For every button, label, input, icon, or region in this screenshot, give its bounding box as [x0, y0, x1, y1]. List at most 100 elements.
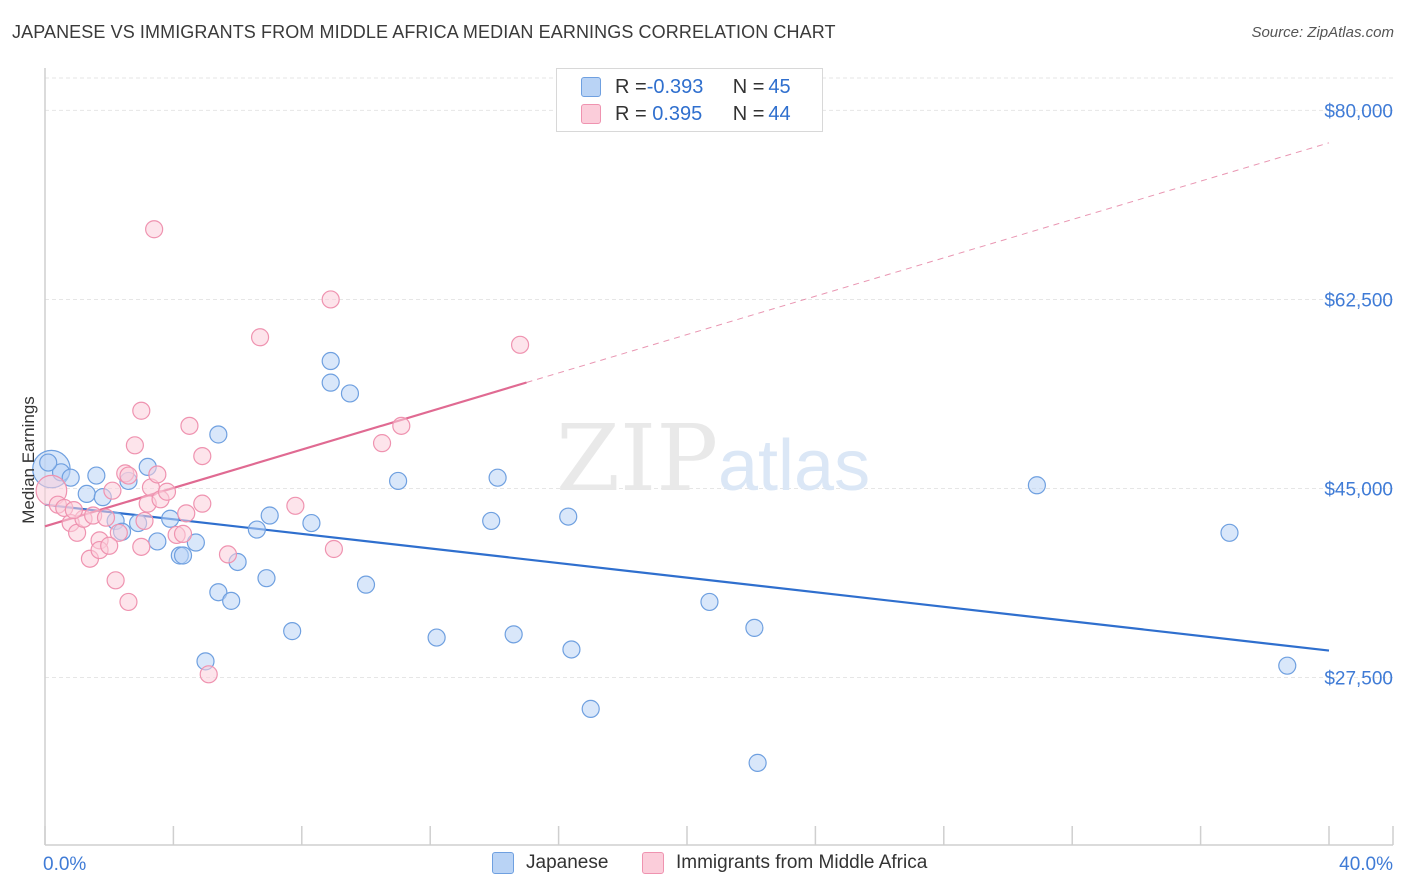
data-point-japanese [321, 373, 340, 392]
trend-line-japanese [44, 503, 1330, 652]
chart-title: JAPANESE VS IMMIGRANTS FROM MIDDLE AFRIC… [12, 22, 836, 42]
data-point-japanese [504, 625, 523, 644]
data-point-japanese [488, 468, 507, 487]
legend-swatch-immigrants [581, 104, 601, 124]
legend-swatch-japanese [581, 77, 601, 97]
data-point-immigrants [100, 536, 119, 555]
y-axis-label: Median Earnings [19, 396, 38, 524]
data-point-japanese [1220, 523, 1239, 542]
legend-n-label: N = [732, 75, 765, 98]
data-point-japanese [356, 575, 376, 594]
data-point-japanese [209, 425, 228, 444]
legend-n-value: 44 [768, 102, 791, 125]
data-point-immigrants [125, 436, 144, 455]
data-point-japanese [247, 520, 266, 539]
trend-line-immigrants-dashed [526, 142, 1330, 383]
y-tick-label: $27,500 [1324, 669, 1393, 690]
legend-n-label: N = [732, 102, 765, 125]
legend-r-value: 0.395 [646, 102, 703, 125]
data-point-immigrants [392, 416, 411, 435]
series-legend-immigrants[interactable]: Immigrants from Middle Africa [642, 852, 927, 874]
data-point-immigrants [180, 416, 199, 435]
data-point-immigrants [135, 511, 154, 531]
data-point-japanese [748, 753, 767, 772]
data-point-japanese [321, 351, 340, 371]
y-tick-labels: $80,000 $62,500 $45,000 $27,500 [1324, 101, 1393, 689]
x-tick-labels: 0.0% 40.0% [43, 854, 1393, 875]
data-point-japanese [257, 569, 276, 588]
y-tick-label: $62,500 [1324, 290, 1393, 311]
y-tick-label: $80,000 [1324, 101, 1393, 122]
stats-legend: R = -0.393 N = 45 R = 0.395 N = 44 [556, 68, 823, 132]
y-tick-label: $45,000 [1324, 480, 1393, 501]
x-tick-label-right: 40.0% [1339, 854, 1393, 875]
data-point-immigrants [64, 501, 83, 520]
data-point-immigrants [157, 482, 177, 501]
data-point-japanese [61, 468, 80, 487]
watermark-zip: ZIP [556, 405, 718, 512]
watermark-atlas: atlas [718, 426, 870, 506]
series-legend-japanese[interactable]: Japanese [492, 852, 608, 874]
x-tick-label-left: 0.0% [43, 854, 86, 875]
data-point-japanese [1027, 476, 1046, 495]
data-point-japanese [173, 546, 193, 565]
legend-r-label: R = [615, 102, 647, 125]
data-point-immigrants [321, 290, 340, 309]
series-swatch-japanese [492, 852, 514, 874]
data-point-japanese [427, 628, 446, 647]
data-point-japanese [562, 640, 581, 659]
legend-n-value: 45 [768, 75, 791, 98]
data-point-japanese [559, 507, 578, 526]
data-point-japanese [148, 532, 167, 551]
data-point-japanese [581, 699, 600, 718]
data-point-japanese [700, 592, 719, 612]
data-point-japanese [209, 583, 228, 602]
data-point-immigrants [106, 571, 125, 590]
data-point-immigrants [177, 504, 196, 523]
watermark: ZIP atlas [556, 405, 870, 512]
chart-source: Source: ZipAtlas.com [1251, 24, 1394, 41]
legend-r-label: R = [615, 75, 647, 98]
data-point-immigrants [119, 592, 138, 612]
data-point-immigrants [199, 665, 218, 684]
data-point-immigrants [193, 494, 212, 513]
trend-line-immigrants [44, 142, 1330, 528]
data-point-immigrants [173, 524, 193, 543]
data-point-immigrants [132, 401, 151, 420]
data-point-japanese [389, 471, 408, 491]
data-point-japanese [302, 513, 321, 533]
data-point-immigrants [145, 220, 164, 239]
data-point-japanese [77, 484, 96, 504]
legend-row-japanese: R = -0.393 N = 45 [581, 73, 791, 101]
data-point-immigrants [510, 335, 530, 354]
series-label-japanese: Japanese [526, 852, 609, 873]
data-point-immigrants [119, 466, 138, 485]
data-point-immigrants [218, 545, 238, 564]
data-point-immigrants [372, 434, 392, 453]
data-point-immigrants [103, 481, 122, 500]
series-label-immigrants: Immigrants from Middle Africa [676, 852, 928, 873]
data-point-japanese [186, 533, 205, 552]
data-point-immigrants [96, 508, 116, 527]
data-point-immigrants [324, 539, 343, 559]
points-japanese [32, 351, 1297, 772]
data-point-japanese [283, 622, 302, 641]
data-point-japanese [1278, 656, 1297, 675]
grid-lines [45, 77, 1393, 679]
legend-r-value: -0.393 [646, 75, 704, 98]
data-point-immigrants [193, 446, 212, 466]
data-point-immigrants [286, 496, 305, 515]
data-point-japanese [340, 384, 360, 403]
data-point-japanese [87, 466, 106, 485]
data-point-immigrants [250, 328, 270, 347]
data-point-japanese [482, 511, 501, 531]
legend-row-immigrants: R = 0.395 N = 44 [581, 100, 791, 128]
series-legend: Japanese Immigrants from Middle Africa [0, 852, 1406, 878]
data-point-japanese [39, 453, 58, 472]
points-immigrants [35, 220, 530, 684]
data-point-immigrants [132, 537, 151, 556]
trend-line-immigrants-solid [44, 381, 527, 528]
data-point-immigrants [148, 465, 167, 484]
data-point-japanese [222, 591, 241, 610]
